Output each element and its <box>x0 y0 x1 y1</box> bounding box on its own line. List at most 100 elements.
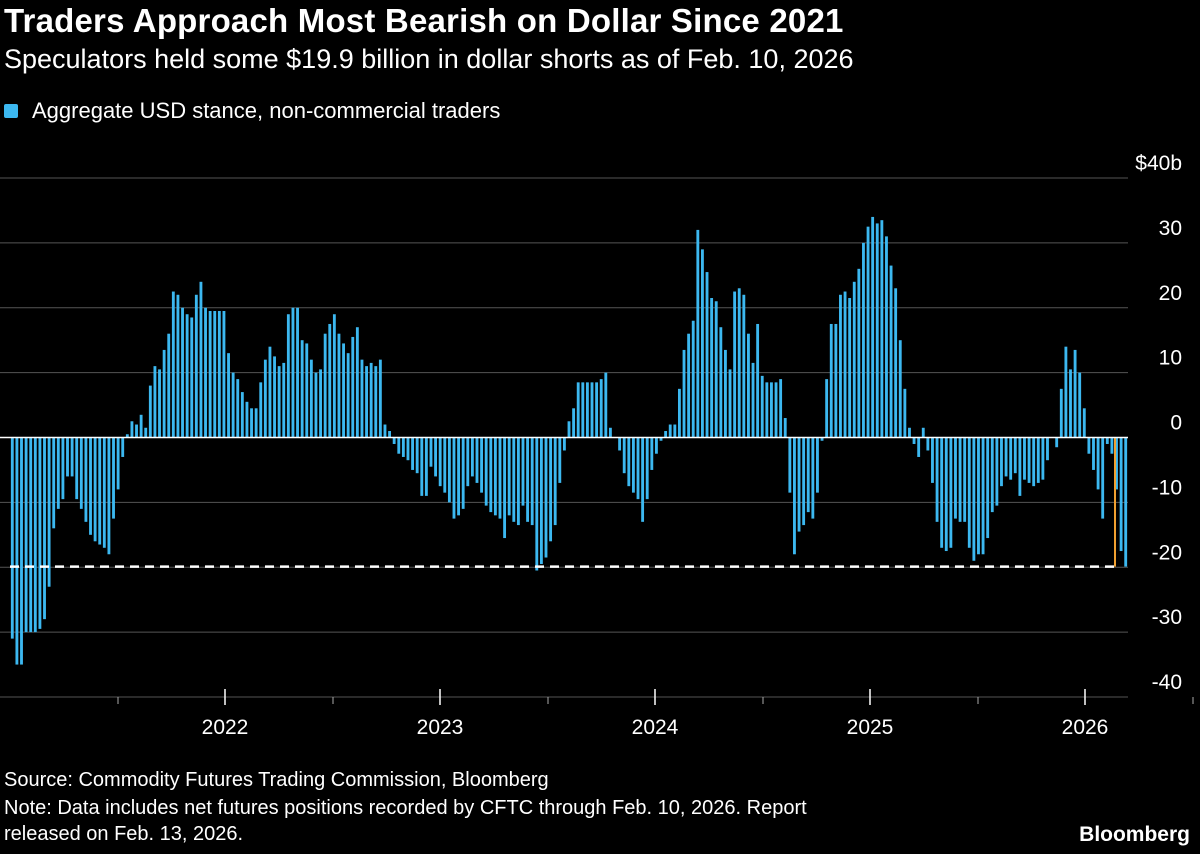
bar <box>406 437 410 461</box>
bar <box>319 369 322 438</box>
bar <box>627 437 631 487</box>
bar <box>687 333 691 438</box>
bar <box>1119 437 1123 552</box>
bar <box>724 349 727 438</box>
bar <box>889 265 893 438</box>
bar <box>539 437 543 565</box>
bar <box>825 379 829 438</box>
bar <box>986 437 990 539</box>
bar <box>470 437 474 477</box>
bar <box>411 437 414 470</box>
bar <box>240 392 244 438</box>
bar <box>1078 372 1082 438</box>
x-tick-label: 2025 <box>847 716 894 739</box>
bar <box>259 382 263 438</box>
bar <box>802 437 806 526</box>
bar <box>507 437 511 516</box>
bar <box>871 216 875 438</box>
bar <box>167 333 171 438</box>
bar <box>158 369 161 438</box>
data-note-line-2: released on Feb. 13, 2026. <box>4 823 244 845</box>
bar <box>236 379 240 438</box>
bar <box>75 437 79 500</box>
bar <box>447 437 451 503</box>
y-tick-label: 30 <box>1159 217 1182 240</box>
bar <box>751 362 755 438</box>
x-tick-label: 2024 <box>632 716 679 739</box>
bar <box>719 327 723 438</box>
bar <box>1055 437 1059 448</box>
bar <box>714 301 718 438</box>
bar <box>194 294 198 438</box>
bar <box>770 382 773 438</box>
bar <box>673 424 677 438</box>
bar <box>24 437 28 633</box>
bar <box>728 369 732 438</box>
bar <box>967 437 971 548</box>
bar <box>875 223 879 438</box>
bar <box>788 437 792 493</box>
bar <box>135 424 138 438</box>
bar <box>263 359 267 438</box>
bar <box>70 437 74 477</box>
bar <box>466 437 470 487</box>
x-tick-label: 2023 <box>417 716 464 739</box>
bar <box>300 340 304 438</box>
bar <box>383 424 387 438</box>
bar <box>1036 437 1040 483</box>
bar <box>972 437 976 561</box>
bar <box>125 434 129 438</box>
bar <box>857 268 861 438</box>
bar <box>401 437 405 457</box>
bar <box>710 298 714 438</box>
bar <box>793 437 796 555</box>
bar <box>438 437 442 487</box>
bar <box>940 437 944 548</box>
bar <box>526 437 530 522</box>
y-tick-label: -40 <box>1152 671 1182 694</box>
bar <box>631 437 635 493</box>
bar <box>305 343 309 438</box>
bar <box>286 314 290 438</box>
bar <box>355 327 359 438</box>
bar <box>130 421 134 438</box>
bar <box>10 437 14 639</box>
bar <box>650 437 654 470</box>
bloomberg-logo: Bloomberg <box>1079 823 1190 846</box>
bar <box>963 437 967 522</box>
chart-subtitle: Speculators held some $19.9 billion in d… <box>4 44 854 74</box>
bar <box>475 437 479 483</box>
bar <box>931 437 934 483</box>
bar <box>576 382 580 438</box>
bar <box>691 320 695 438</box>
bar <box>461 437 465 509</box>
bar <box>314 372 318 438</box>
bar <box>682 349 686 438</box>
bar <box>429 437 433 467</box>
bar <box>332 314 336 438</box>
bar <box>668 424 672 438</box>
bar <box>829 323 833 438</box>
source-note: Source: Commodity Futures Trading Commis… <box>4 769 549 791</box>
x-tick-label: 2022 <box>202 716 249 739</box>
bar <box>935 437 939 522</box>
bar <box>452 437 456 519</box>
bar <box>38 437 42 629</box>
bar <box>346 353 350 438</box>
bar <box>535 437 539 571</box>
bar <box>1110 437 1114 454</box>
bar <box>480 437 484 493</box>
bar <box>33 437 37 633</box>
bar <box>567 421 571 438</box>
bar <box>369 362 373 438</box>
bar <box>1115 437 1118 490</box>
bar <box>866 226 870 438</box>
bar <box>700 249 704 438</box>
bar <box>217 310 221 438</box>
bar <box>204 307 207 438</box>
bar <box>176 294 180 438</box>
bar <box>378 359 382 438</box>
bar <box>562 437 566 451</box>
bar <box>148 385 152 438</box>
